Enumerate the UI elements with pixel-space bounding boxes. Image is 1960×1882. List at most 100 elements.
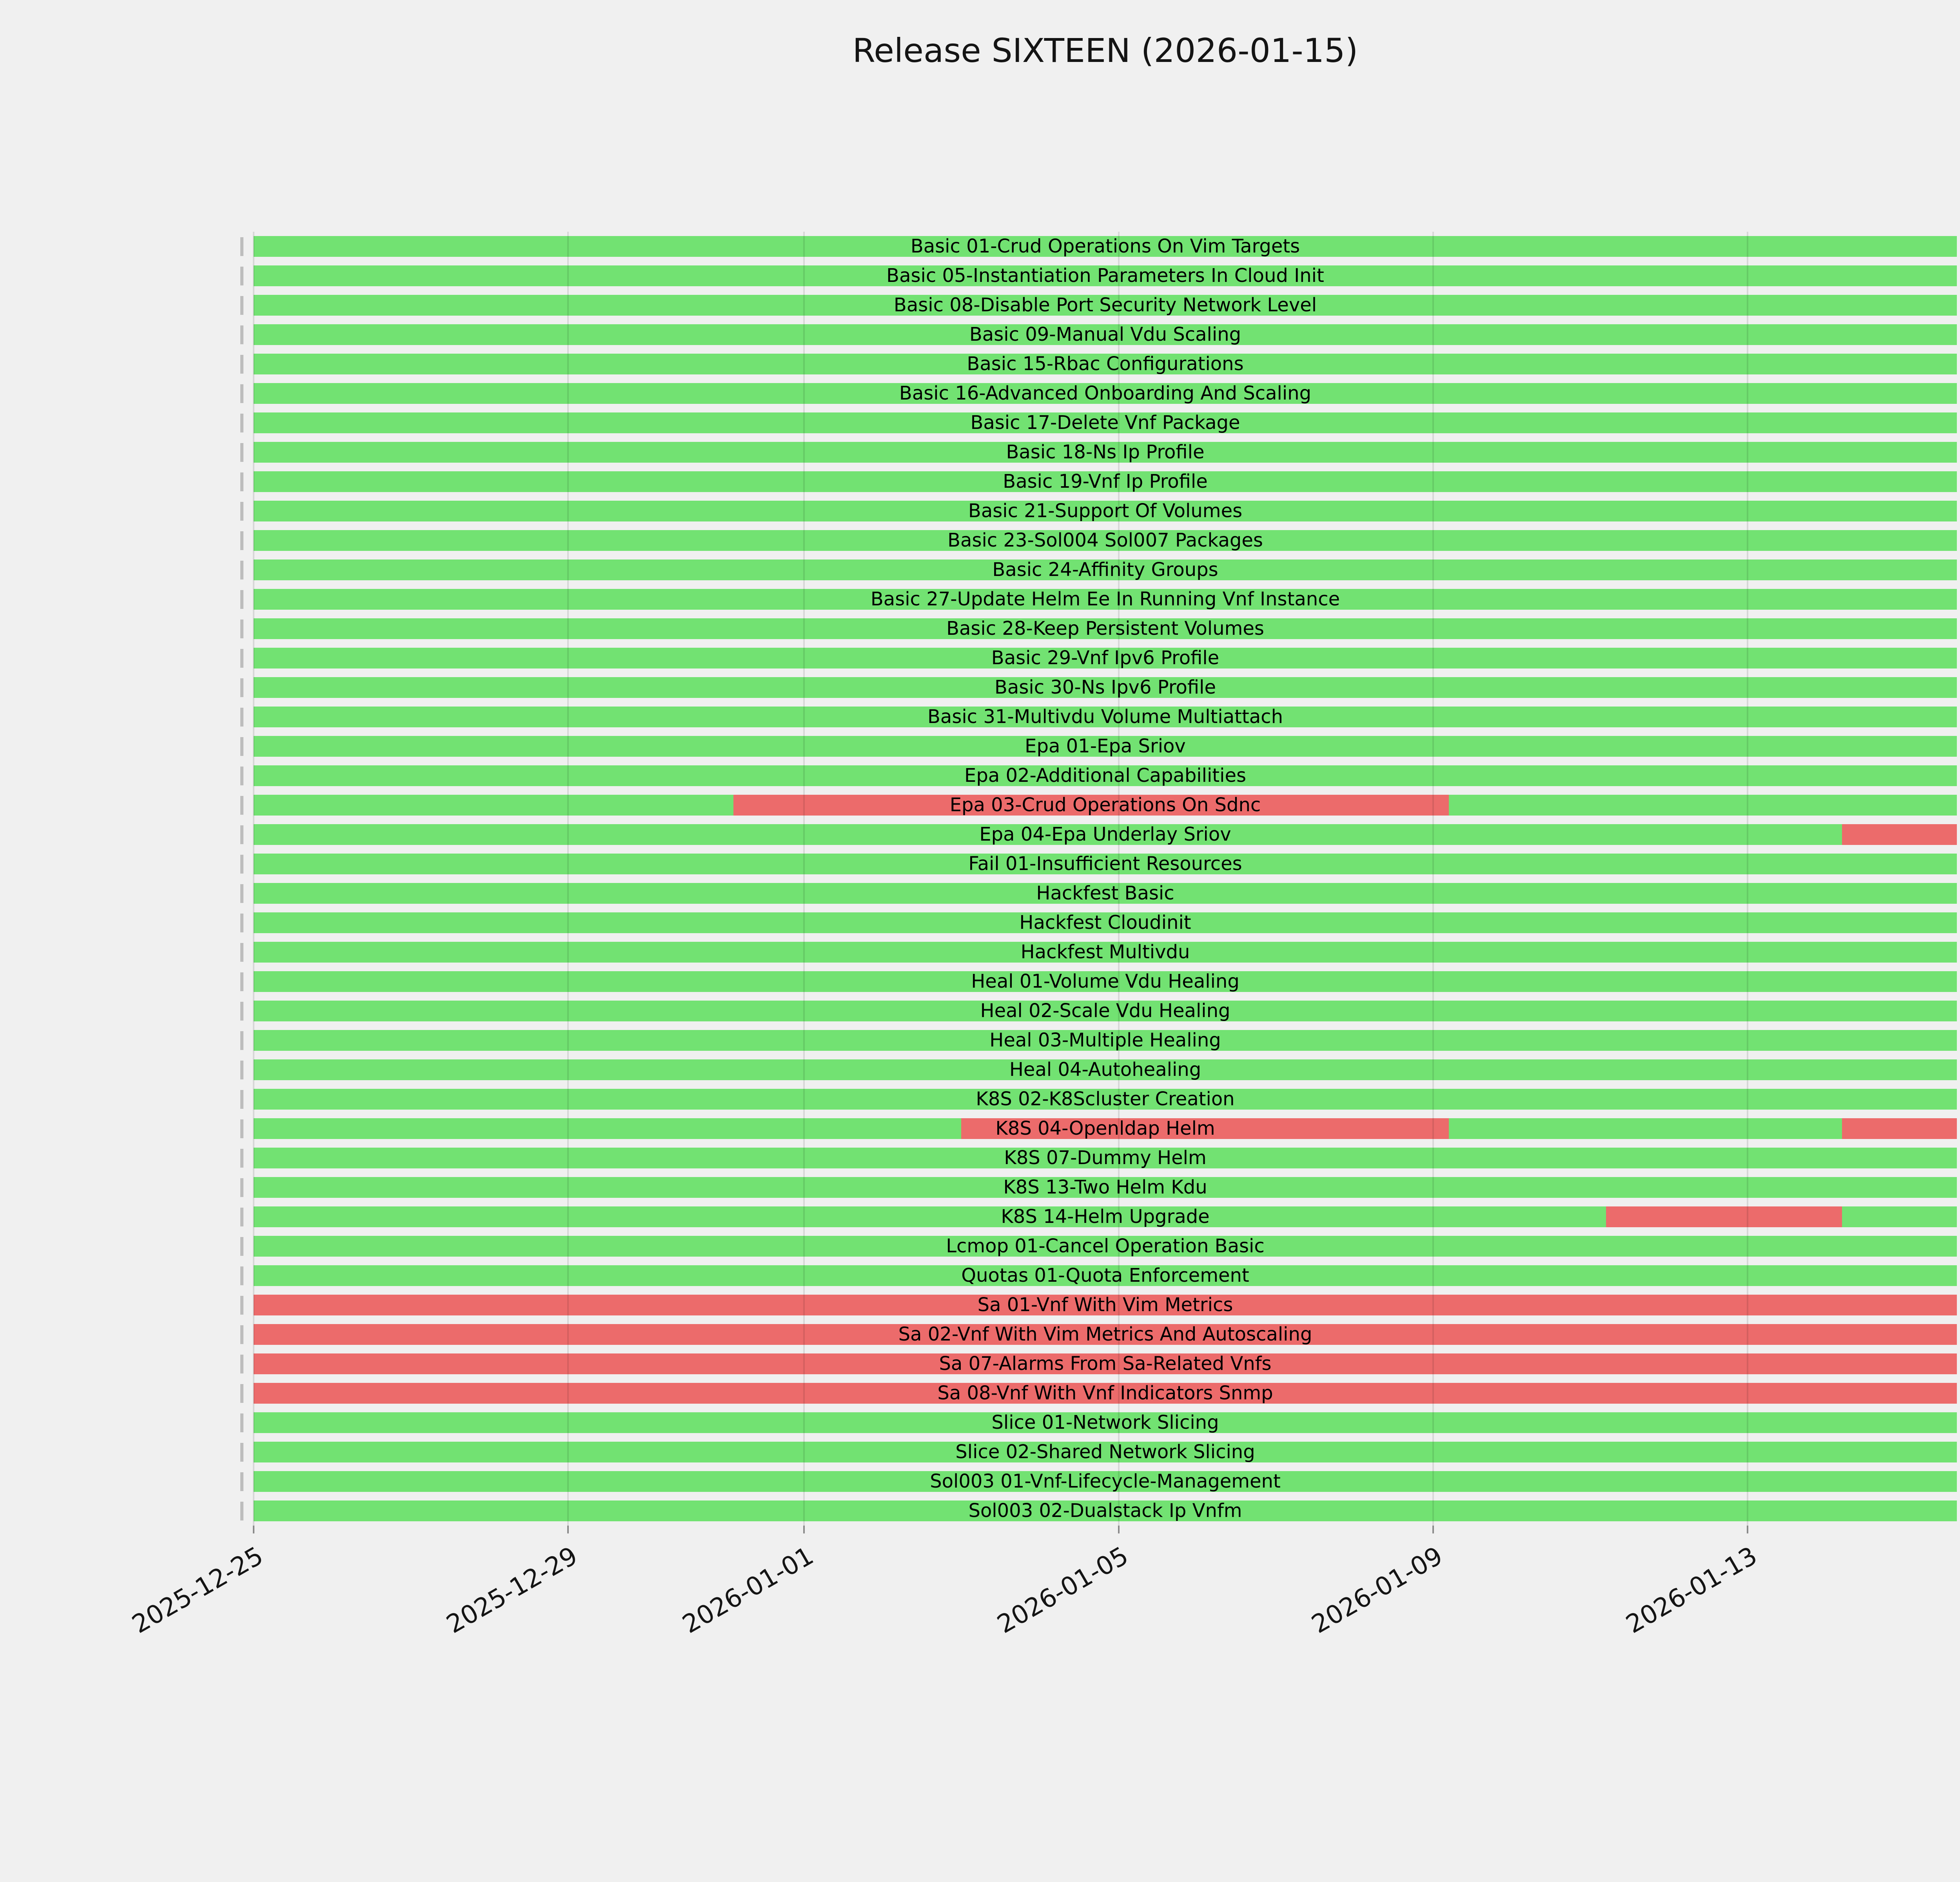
gantt-row: Basic 24-Affinity Groups: [240, 555, 1957, 585]
gantt-row-label: Basic 15-Rbac Configurations: [967, 353, 1244, 375]
gantt-row-label: Epa 04-Epa Underlay Sriov: [979, 823, 1231, 845]
gantt-row-label: Basic 30-Ns Ipv6 Profile: [995, 676, 1216, 698]
y-axis-tick: [240, 1502, 243, 1520]
gantt-row-label: Basic 05-Instantiation Parameters In Clo…: [886, 265, 1324, 287]
gantt-bar-segment-pass: [254, 1206, 1606, 1227]
gantt-bar-segment-pass: [254, 1265, 1957, 1286]
gantt-row-label: Basic 28-Keep Persistent Volumes: [946, 618, 1264, 639]
y-axis-tick: [240, 855, 243, 874]
gantt-row: Heal 01-Volume Vdu Healing: [240, 967, 1957, 996]
y-axis-tick: [240, 943, 243, 962]
gantt-row-label: Basic 24-Affinity Groups: [992, 559, 1218, 581]
y-axis-tick: [240, 561, 243, 579]
gantt-bar-segment-pass: [254, 589, 1957, 610]
x-axis-tick: [1432, 1526, 1434, 1533]
gantt-bar-segment-pass: [254, 1177, 1957, 1198]
gantt-row: Sa 08-Vnf With Vnf Indicators Snmp: [240, 1379, 1957, 1408]
gantt-row: Basic 19-Vnf Ip Profile: [240, 467, 1957, 496]
y-axis-tick: [240, 767, 243, 785]
gantt-row: Heal 03-Multiple Healing: [240, 1026, 1957, 1055]
y-axis-tick: [240, 678, 243, 697]
x-axis-tick-label: 2026-01-01: [678, 1541, 819, 1640]
gantt-bar-segment-pass: [254, 1059, 1957, 1080]
gantt-bar-segment-pass: [254, 354, 1957, 374]
x-axis-tick-label: 2026-01-13: [1621, 1541, 1762, 1640]
gantt-row-label: Fail 01-Insufficient Resources: [968, 853, 1242, 875]
y-axis-tick: [240, 1325, 243, 1344]
gantt-row-label: Basic 23-Sol004 Sol007 Packages: [947, 529, 1263, 551]
y-axis-tick: [240, 1413, 243, 1432]
gantt-row-label: Heal 04-Autohealing: [1009, 1059, 1201, 1081]
gantt-row-label: K8S 02-K8Scluster Creation: [976, 1088, 1235, 1110]
gantt-bar-segment-pass: [1449, 1118, 1842, 1139]
gantt-row: K8S 07-Dummy Helm: [240, 1143, 1957, 1173]
gantt-bar-segment-pass: [254, 501, 1957, 521]
gantt-bar-segment-pass: [254, 1030, 1957, 1051]
y-axis-tick: [240, 914, 243, 932]
gantt-bar-segment-pass: [254, 1001, 1957, 1021]
gantt-row: Hackfest Cloudinit: [240, 908, 1957, 937]
y-axis-tick: [240, 737, 243, 756]
gantt-bar-segment-pass: [254, 530, 1957, 551]
gantt-row-label: Sa 07-Alarms From Sa-Related Vnfs: [939, 1353, 1272, 1375]
gantt-bar-segment-pass: [1842, 1206, 1957, 1227]
gantt-bar-segment-fail: [254, 1383, 1957, 1404]
gantt-row-label: Slice 01-Network Slicing: [991, 1412, 1219, 1433]
gantt-row: Basic 30-Ns Ipv6 Profile: [240, 673, 1957, 702]
y-axis-tick: [240, 972, 243, 991]
plot-area: Basic 01-Crud Operations On Vim Targets B…: [240, 232, 1957, 1526]
x-axis-tick: [1747, 1526, 1749, 1533]
y-axis-tick: [240, 237, 243, 256]
gantt-row-label: K8S 13-Two Helm Kdu: [1003, 1176, 1207, 1198]
gantt-row: Hackfest Basic: [240, 879, 1957, 908]
gantt-row: Basic 31-Multivdu Volume Multiattach: [240, 702, 1957, 732]
gantt-bar-segment-pass: [254, 912, 1957, 933]
gantt-row: Epa 03-Crud Operations On Sdnc: [240, 790, 1957, 820]
gantt-bar-segment-pass: [254, 648, 1957, 669]
gantt-bar-segment-pass: [254, 560, 1957, 580]
y-axis-tick: [240, 1443, 243, 1462]
y-axis-tick: [240, 1178, 243, 1197]
gantt-row-label: K8S 14-Helm Upgrade: [1001, 1206, 1210, 1228]
gantt-row: Basic 09-Manual Vdu Scaling: [240, 320, 1957, 349]
gantt-bar-segment-pass: [254, 412, 1957, 433]
x-axis-tick: [1118, 1526, 1120, 1533]
gantt-row: K8S 02-K8Scluster Creation: [240, 1085, 1957, 1114]
y-axis-tick: [240, 1266, 243, 1285]
gantt-row: Basic 01-Crud Operations On Vim Targets: [240, 232, 1957, 261]
gantt-bar-segment-pass: [254, 971, 1957, 992]
gantt-bar-segment-pass: [254, 854, 1957, 874]
x-axis-tick-label: 2026-01-09: [1307, 1541, 1448, 1640]
gantt-row-label: Basic 19-Vnf Ip Profile: [1003, 470, 1208, 492]
y-axis-tick: [240, 825, 243, 844]
gantt-bar-segment-fail: [1842, 1118, 1957, 1139]
y-axis-tick: [240, 472, 243, 491]
x-axis-tick: [803, 1526, 805, 1533]
gantt-row: Basic 17-Delete Vnf Package: [240, 408, 1957, 438]
gantt-row-label: Hackfest Basic: [1036, 882, 1174, 904]
y-axis-tick: [240, 1002, 243, 1021]
gantt-row-label: Basic 31-Multivdu Volume Multiattach: [927, 706, 1283, 728]
gantt-row: K8S 14-Helm Upgrade: [240, 1202, 1957, 1232]
gantt-bar-segment-pass: [254, 1236, 1957, 1257]
gantt-bar-segment-pass: [254, 942, 1957, 963]
gantt-bar-segment-pass: [254, 795, 733, 816]
y-axis-tick: [240, 1061, 243, 1079]
gantt-bar-segment-fail: [254, 1353, 1957, 1374]
gantt-row-label: K8S 07-Dummy Helm: [1004, 1147, 1207, 1169]
y-axis-tick: [240, 649, 243, 668]
gantt-row: Sol003 01-Vnf-Lifecycle-Management: [240, 1467, 1957, 1496]
gantt-row: K8S 04-Openldap Helm: [240, 1114, 1957, 1143]
gantt-row: Basic 18-Ns Ip Profile: [240, 438, 1957, 467]
gantt-bar-segment-fail: [254, 1295, 1957, 1315]
y-axis-tick: [240, 502, 243, 521]
y-axis-tick: [240, 267, 243, 285]
gantt-bar-segment-pass: [254, 1471, 1957, 1492]
gantt-bar-segment-pass: [254, 442, 1957, 463]
gantt-row: Sa 01-Vnf With Vim Metrics: [240, 1290, 1957, 1320]
gantt-bar-segment-fail: [254, 1324, 1957, 1345]
gantt-row-label: Basic 01-Crud Operations On Vim Targets: [910, 235, 1300, 257]
gantt-row-label: Sa 01-Vnf With Vim Metrics: [977, 1294, 1233, 1316]
gantt-row: Epa 04-Epa Underlay Sriov: [240, 820, 1957, 849]
